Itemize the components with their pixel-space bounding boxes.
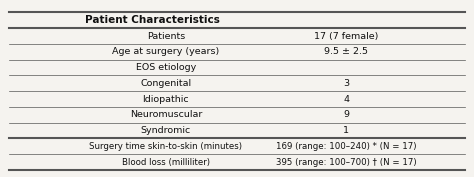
- Text: 4: 4: [343, 95, 349, 104]
- Text: Congenital: Congenital: [140, 79, 191, 88]
- Text: 1: 1: [343, 126, 349, 135]
- Text: 169 (range: 100–240) * (N = 17): 169 (range: 100–240) * (N = 17): [276, 142, 416, 151]
- Text: Age at surgery (years): Age at surgery (years): [112, 47, 219, 56]
- Text: EOS etiology: EOS etiology: [136, 63, 196, 72]
- Text: Idiopathic: Idiopathic: [143, 95, 189, 104]
- Text: Neuromuscular: Neuromuscular: [130, 110, 202, 119]
- Text: 3: 3: [343, 79, 349, 88]
- Text: Patient Characteristics: Patient Characteristics: [85, 15, 220, 25]
- Text: Blood loss (milliliter): Blood loss (milliliter): [122, 158, 210, 167]
- Text: Surgery time skin-to-skin (minutes): Surgery time skin-to-skin (minutes): [90, 142, 242, 151]
- Text: Syndromic: Syndromic: [141, 126, 191, 135]
- Text: 395 (range: 100–700) † (N = 17): 395 (range: 100–700) † (N = 17): [276, 158, 416, 167]
- Text: Patients: Patients: [147, 32, 185, 41]
- Text: 9.5 ± 2.5: 9.5 ± 2.5: [324, 47, 368, 56]
- Text: 17 (7 female): 17 (7 female): [314, 32, 378, 41]
- Text: 9: 9: [343, 110, 349, 119]
